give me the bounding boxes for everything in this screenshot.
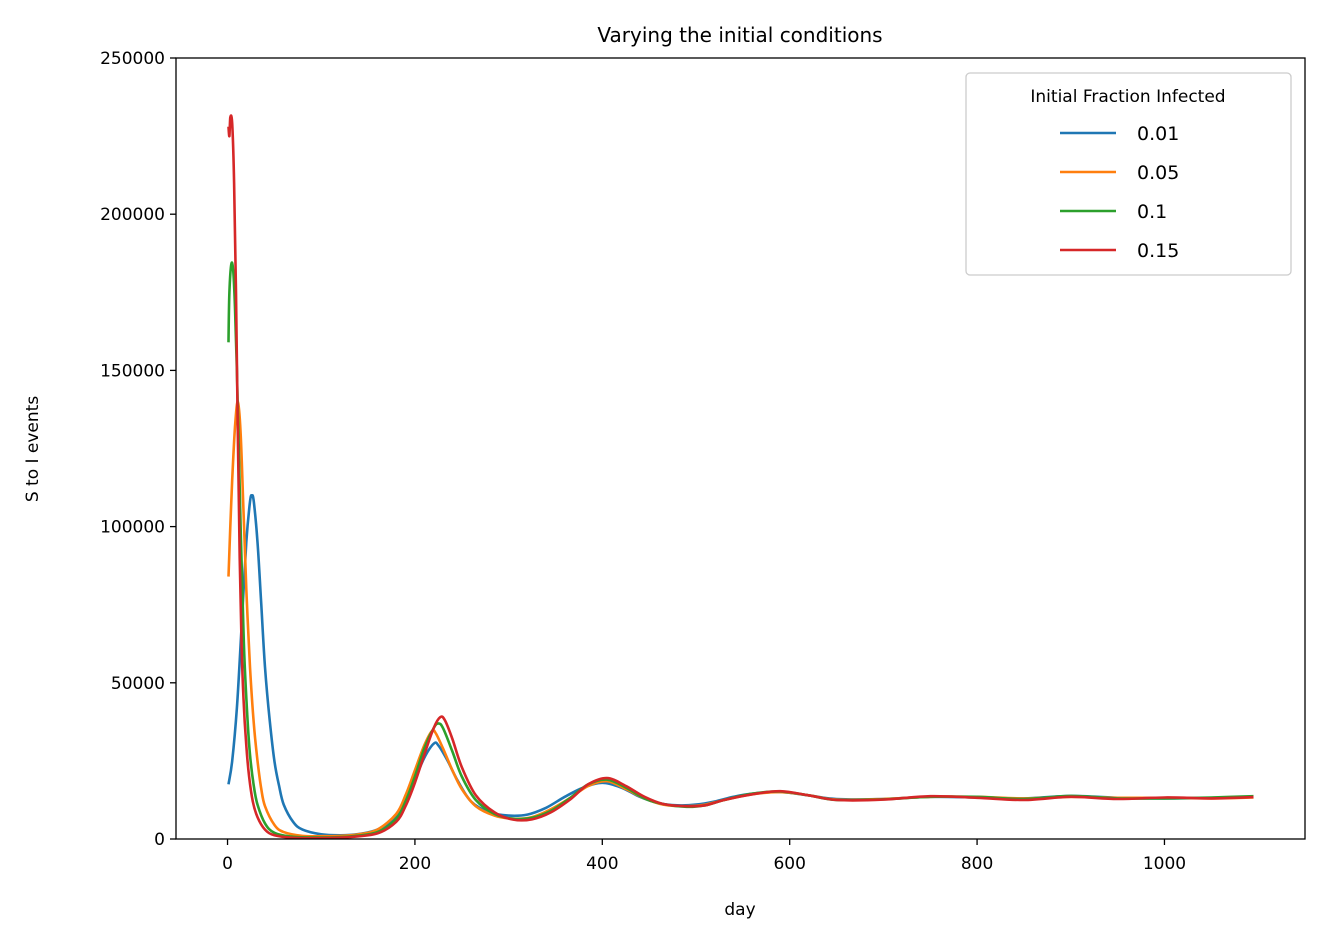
legend-label: 0.01 (1137, 123, 1179, 145)
series-layer (227, 114, 1254, 840)
y-tick-label: 100000 (100, 518, 165, 538)
x-tick-label: 600 (773, 854, 805, 874)
legend-label: 0.15 (1137, 240, 1179, 262)
series-line-0.01 (227, 493, 1254, 837)
x-tick-label: 200 (399, 854, 431, 874)
plot-frame (175, 57, 1306, 840)
legend-label: 0.1 (1137, 201, 1167, 223)
y-axis-label: S to I events (23, 396, 43, 503)
series-line-0.1 (227, 261, 1254, 839)
x-tick-label: 0 (222, 854, 233, 874)
y-tick-label: 150000 (100, 361, 165, 381)
legend-title: Initial Fraction Infected (1030, 87, 1225, 107)
x-tick-label: 400 (586, 854, 618, 874)
series-line-0.15 (227, 114, 1254, 840)
y-tick-label: 250000 (100, 49, 165, 69)
y-tick-label: 200000 (100, 205, 165, 225)
axis-ticks: 0 200 400 600 800 1000 0 50000 100000 150000 20000… (100, 49, 1186, 874)
y-tick-label: 50000 (111, 674, 165, 694)
legend-box (965, 72, 1292, 276)
legend-label: 0.05 (1137, 162, 1179, 184)
y-tick-label: 0 (154, 830, 165, 850)
series-line-0.05 (227, 400, 1254, 838)
chart-title: Varying the initial conditions (597, 23, 882, 47)
x-tick-label: 1000 (1143, 854, 1186, 874)
x-axis-label: day (724, 900, 755, 920)
x-tick-label: 800 (961, 854, 993, 874)
legend: Initial Fraction Infected 0.01 0.05 0.1 0.1… (965, 72, 1292, 276)
